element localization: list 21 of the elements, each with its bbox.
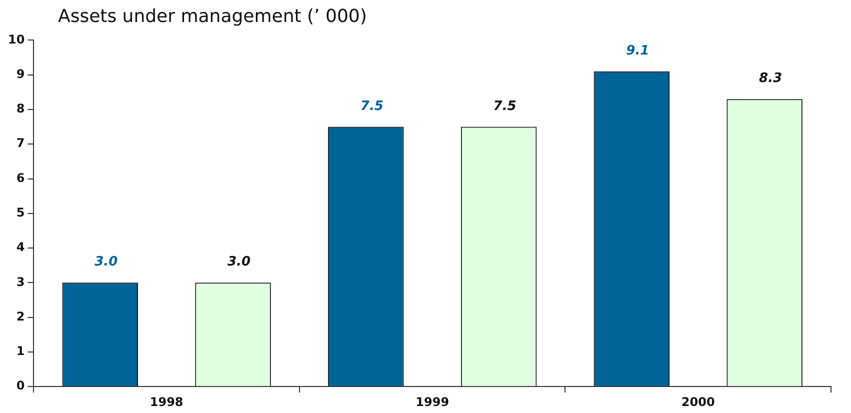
data-label: 3.0	[228, 254, 251, 270]
x-tick-label: 2000	[681, 394, 715, 409]
chart-title: Assets under management (’ 000)	[58, 6, 367, 27]
x-tick-label: 1999	[416, 394, 450, 409]
y-tick-label: 1	[16, 344, 25, 358]
y-tick-label: 4	[16, 240, 25, 254]
data-label: 8.3	[759, 71, 782, 86]
y-tick-label: 0	[16, 378, 25, 393]
data-label: 7.5	[360, 98, 384, 114]
y-tick-label: 2	[16, 309, 25, 324]
y-tick-label: 5	[16, 206, 25, 220]
y-tick-label: 3	[16, 274, 25, 289]
x-tick-label: 1998	[150, 394, 184, 409]
y-tick-label: 7	[16, 136, 25, 150]
data-label: 7.5	[493, 98, 516, 114]
data-label: 9.1	[626, 43, 650, 58]
y-tick-label: 6	[16, 170, 25, 185]
y-tick-label: 10	[8, 32, 25, 46]
y-tick-label: 9	[16, 66, 25, 81]
data-label: 3.0	[94, 254, 118, 270]
y-tick-label: 8	[16, 102, 25, 116]
